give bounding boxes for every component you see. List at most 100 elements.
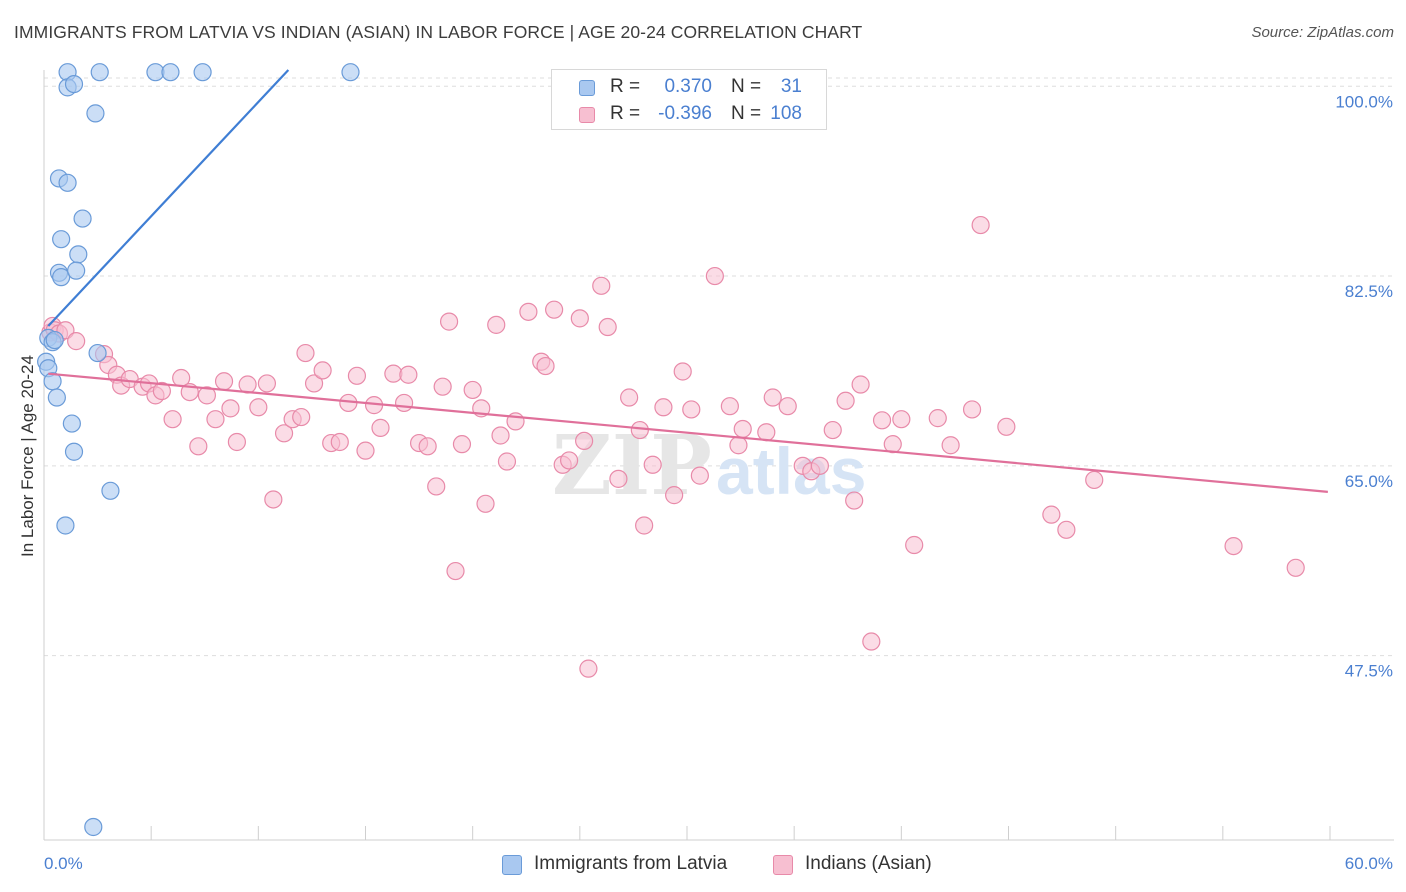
data-point-indians	[330, 432, 349, 452]
legend-n-label: N =	[731, 103, 762, 124]
legend-label-latvia: Immigrants from Latvia	[534, 853, 728, 874]
data-point-latvia	[73, 209, 92, 228]
data-point-indians	[823, 420, 842, 440]
data-point-indians	[862, 632, 881, 651]
data-point-indians	[729, 436, 748, 455]
trendline-latvia	[47, 69, 290, 327]
data-point-latvia	[67, 261, 86, 280]
y-axis-label: In Labor Force | Age 20-24	[18, 355, 37, 557]
legend-r-label: R =	[610, 76, 641, 97]
legend-swatch-indians	[579, 107, 595, 123]
data-point-latvia	[64, 74, 84, 94]
data-point-latvia	[101, 481, 120, 500]
correlation-legend: R = 0.370 N = 31 R = -0.396 N = 108	[551, 69, 827, 130]
data-point-indians	[446, 561, 465, 581]
data-point-indians	[371, 418, 390, 437]
series-immigrants-from-latvia	[37, 63, 360, 837]
data-point-indians	[221, 399, 240, 418]
data-point-latvia	[52, 268, 71, 287]
data-point-indians	[356, 441, 375, 460]
tick-labels: 47.5% 65.0% 82.5% 100.0% 0.0% 60.0%	[44, 92, 1393, 873]
data-point-indians	[313, 361, 332, 380]
gridlines	[44, 77, 1394, 657]
data-point-indians	[264, 490, 283, 509]
data-point-indians	[399, 365, 418, 384]
data-point-indians	[394, 393, 414, 413]
data-point-latvia	[45, 330, 64, 350]
data-point-indians	[757, 423, 776, 442]
data-point-latvia	[52, 230, 71, 249]
y-tick-label: 100.0%	[1335, 92, 1393, 111]
data-point-indians	[418, 437, 437, 456]
data-point-latvia	[62, 414, 81, 433]
legend-n-value: 31	[780, 76, 802, 97]
data-point-latvia	[90, 63, 109, 82]
legend-r-value: 0.370	[664, 76, 712, 97]
data-point-latvia	[193, 63, 212, 82]
data-point-indians	[720, 397, 739, 416]
x-tick-label: 0.0%	[44, 854, 83, 873]
data-point-indians	[163, 410, 182, 429]
data-point-indians	[463, 380, 482, 400]
data-point-indians	[347, 366, 367, 385]
chart-source: Source: ZipAtlas.com	[1251, 24, 1394, 41]
y-tick-label: 47.5%	[1345, 662, 1393, 681]
legend-label-indians: Indians (Asian)	[805, 853, 932, 874]
data-point-indians	[1286, 558, 1305, 577]
legend-swatch-latvia	[579, 80, 595, 96]
data-point-indians	[905, 535, 924, 555]
data-point-indians	[778, 397, 797, 416]
data-point-latvia	[69, 245, 88, 264]
data-point-indians	[643, 455, 662, 474]
data-point-indians	[439, 312, 459, 331]
data-point-indians	[452, 435, 472, 454]
data-point-latvia	[56, 516, 75, 535]
data-point-indians	[997, 417, 1016, 436]
data-point-indians	[665, 486, 684, 505]
data-point-latvia	[58, 173, 77, 192]
data-point-indians	[1085, 470, 1104, 490]
series-legend: Immigrants from Latvia Indians (Asian)	[0, 852, 1406, 878]
data-point-indians	[560, 451, 579, 470]
data-point-latvia	[341, 63, 360, 82]
data-point-latvia	[88, 343, 107, 363]
data-point-latvia	[64, 442, 84, 461]
data-point-indians	[705, 266, 724, 286]
data-point-indians	[67, 332, 86, 351]
data-point-indians	[274, 424, 294, 443]
legend-swatch-latvia	[502, 855, 522, 875]
data-point-indians	[1042, 505, 1061, 524]
data-point-indians	[214, 372, 234, 391]
data-point-indians	[292, 407, 311, 427]
data-point-indians	[971, 215, 990, 235]
data-point-indians	[536, 356, 555, 376]
trendlines	[47, 69, 1328, 493]
data-point-indians	[206, 410, 225, 429]
data-point-indians	[427, 477, 446, 496]
data-point-indians	[851, 375, 870, 394]
data-point-indians	[609, 469, 628, 488]
data-point-indians	[519, 302, 538, 321]
axes	[43, 70, 1394, 841]
data-point-indians	[296, 343, 315, 363]
data-point-latvia	[86, 104, 105, 123]
data-point-indians	[249, 398, 268, 417]
x-tick-label: 60.0%	[1345, 854, 1393, 873]
data-point-indians	[152, 381, 171, 401]
data-point-latvia	[84, 817, 103, 837]
data-point-indians	[491, 426, 510, 445]
data-point-indians	[763, 388, 782, 407]
data-point-indians	[620, 388, 639, 407]
data-point-indians	[189, 437, 208, 456]
data-point-indians	[941, 436, 960, 455]
data-point-indians	[1057, 520, 1076, 539]
legend-n-label: N =	[731, 76, 762, 97]
data-point-indians	[682, 400, 701, 419]
data-point-indians	[197, 386, 216, 405]
data-point-indians	[579, 659, 598, 678]
data-point-indians	[836, 391, 855, 410]
trendline-indians	[48, 372, 1328, 493]
chart-title: IMMIGRANTS FROM LATVIA VS INDIAN (ASIAN)…	[14, 22, 863, 42]
data-point-latvia	[161, 63, 180, 82]
data-point-indians	[545, 300, 564, 319]
